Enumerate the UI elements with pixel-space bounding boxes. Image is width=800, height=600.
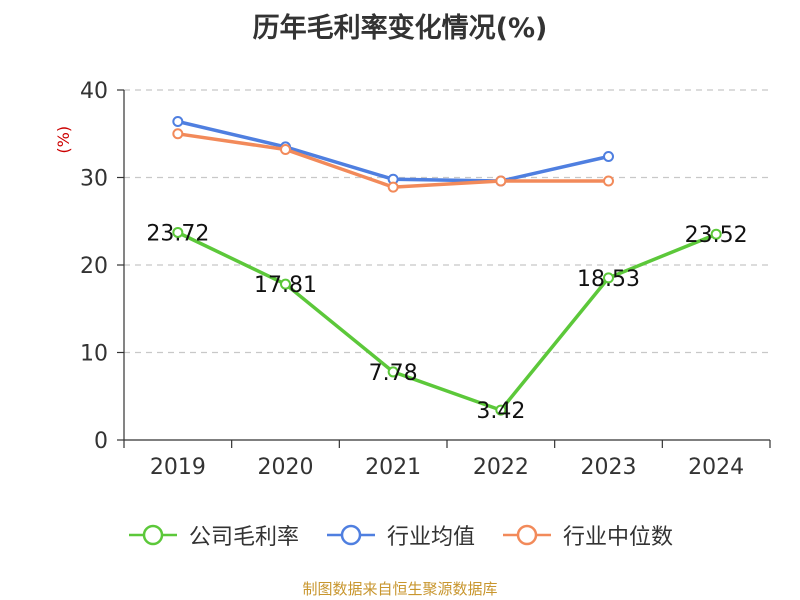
data-point-3-2021 (387, 181, 399, 193)
legend-label: 行业均值 (386, 525, 475, 550)
data-point-3-2022 (495, 175, 507, 187)
data-point-1-2023 (603, 272, 614, 284)
legend-item-1[interactable]: 公司毛利率 (127, 519, 299, 551)
series-line-1 (177, 230, 717, 412)
data-point-3-2020 (280, 144, 291, 155)
data-point-1-2022 (495, 404, 507, 416)
legend-marker-icon (503, 524, 551, 546)
x-tick-label-2024: 2024 (688, 455, 744, 480)
series-2 (172, 116, 614, 187)
legend-marker-icon (128, 524, 177, 546)
data-label-2021: 7.78 (369, 361, 418, 386)
y-tick-label-0: 0 (94, 429, 108, 454)
legend-marker-icon (326, 524, 375, 546)
data-label-2022: 3.42 (476, 399, 525, 424)
data-label-2020: 17.81 (254, 273, 317, 298)
data-point-3-2023 (603, 175, 614, 187)
data-point-2-2023 (603, 151, 614, 162)
series-1: 23.72 17.81 7.78 3.42 18.53 23.52 (146, 221, 747, 424)
y-tick-label-1: 10 (80, 342, 108, 367)
x-tick-label-2023: 2023 (581, 455, 637, 480)
legend-label: 行业中位数 (563, 525, 674, 550)
chart-title: 历年毛利率变化情况(%) (252, 13, 548, 44)
data-source-note: 制图数据来自恒生聚源数据库 (302, 580, 498, 598)
legend: 公司毛利率 行业均值 行业中位数 (0, 519, 800, 551)
y-tick-label-4: 40 (80, 79, 108, 104)
data-point-2-2019 (172, 116, 184, 127)
x-tick-label-2022: 2022 (473, 455, 529, 480)
data-point-1-2019 (172, 226, 184, 238)
data-label-2024: 23.52 (685, 223, 748, 248)
data-point-1-2020 (280, 278, 291, 290)
y-axis-title: (%) (54, 126, 73, 154)
data-point-3-2019 (172, 128, 184, 140)
data-point-1-2021 (387, 366, 399, 378)
y-tick-label-2: 20 (80, 254, 108, 279)
series-3 (172, 128, 614, 193)
legend-item-2[interactable]: 行业均值 (325, 519, 475, 551)
series-line-2 (177, 119, 609, 183)
data-label-2023: 18.53 (577, 267, 640, 292)
legend-item-3[interactable]: 行业中位数 (501, 519, 673, 551)
legend-label: 公司毛利率 (188, 525, 299, 550)
x-tick-label-2019: 2019 (150, 455, 206, 480)
data-point-1-2024 (710, 228, 722, 240)
data-label-2019: 23.72 (146, 221, 209, 246)
y-tick-label-3: 30 (80, 167, 108, 192)
x-tick-label-2020: 2020 (258, 455, 314, 480)
x-tick-label-2021: 2021 (365, 455, 421, 480)
